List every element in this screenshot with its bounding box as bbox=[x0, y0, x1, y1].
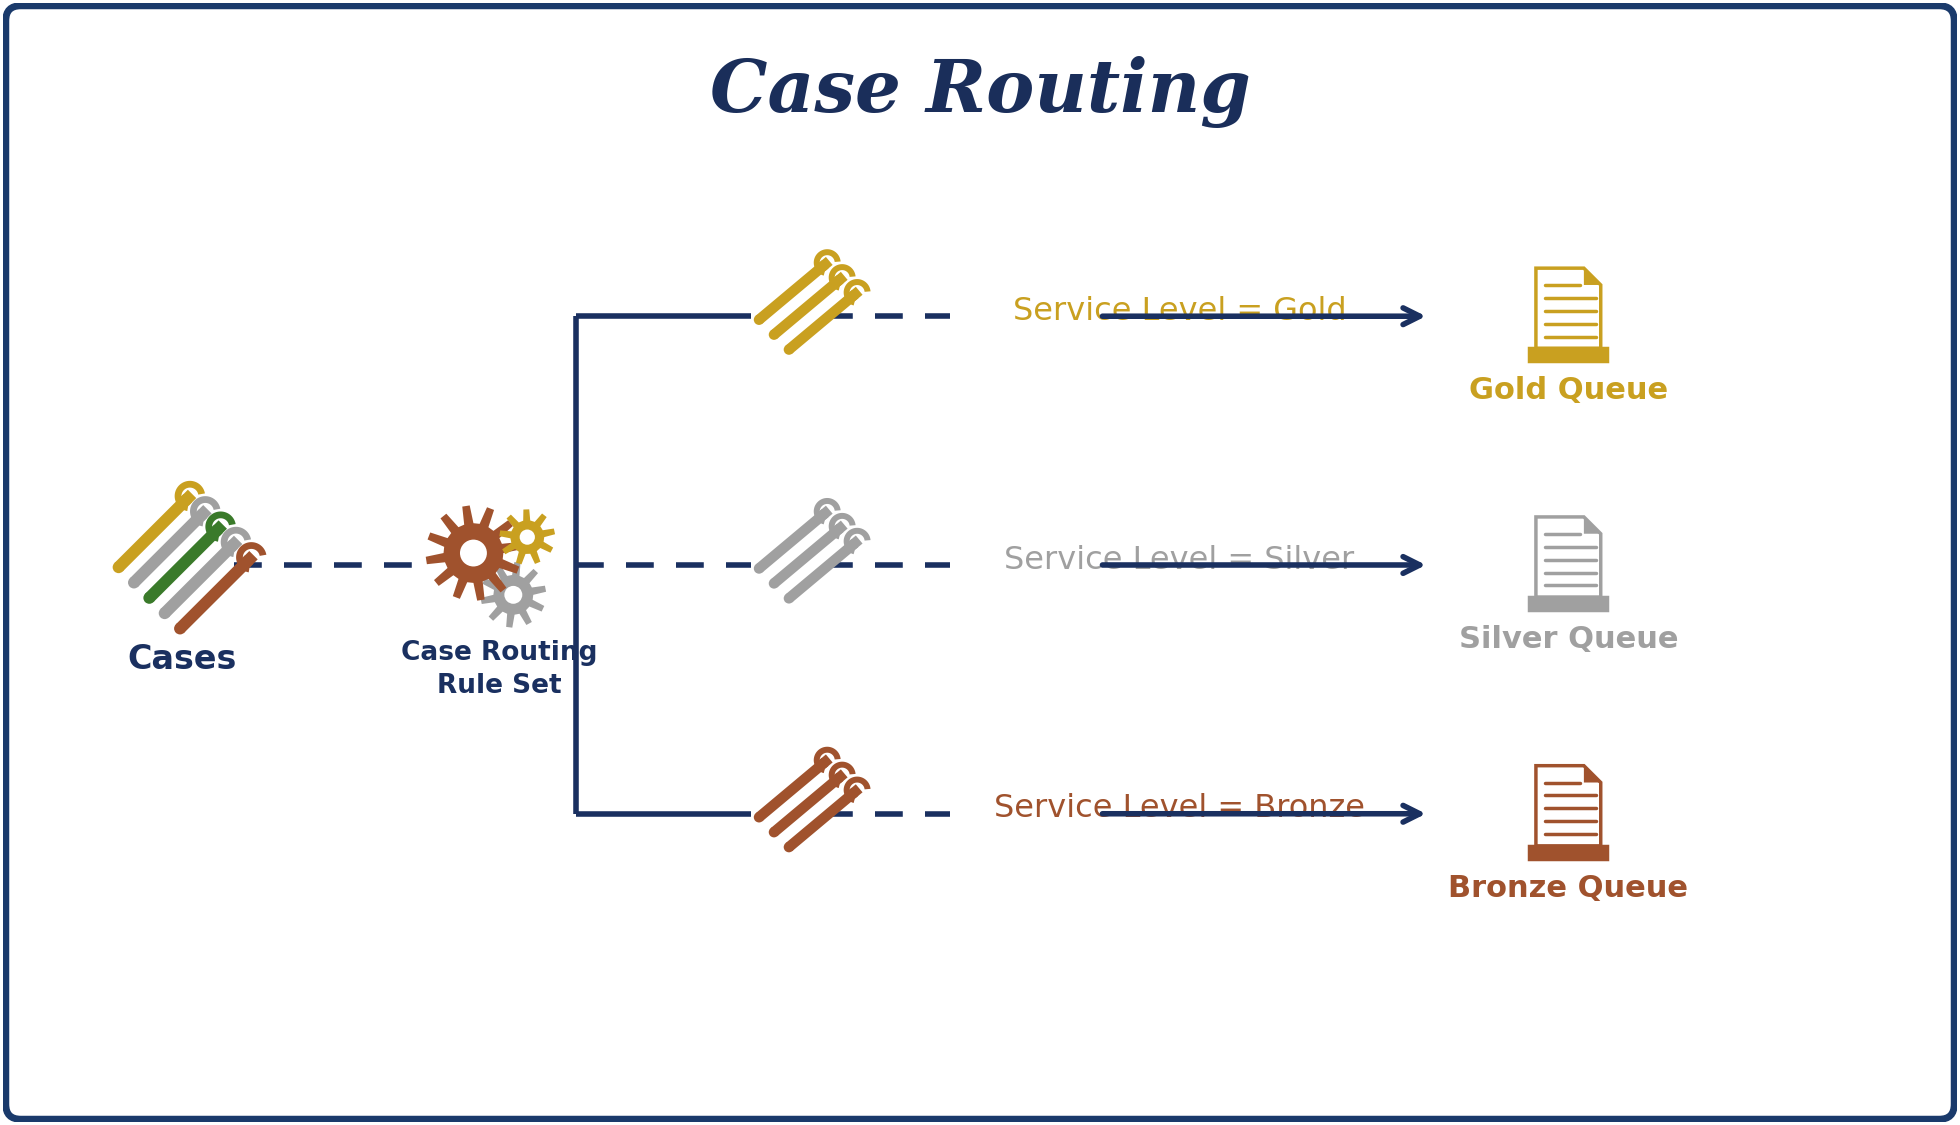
Polygon shape bbox=[190, 496, 220, 526]
Polygon shape bbox=[833, 521, 847, 534]
Text: Case Routing: Case Routing bbox=[710, 56, 1250, 128]
Polygon shape bbox=[196, 505, 212, 521]
Polygon shape bbox=[849, 784, 862, 799]
Polygon shape bbox=[757, 260, 829, 324]
Text: Service Level = Bronze: Service Level = Bronze bbox=[994, 793, 1364, 825]
Polygon shape bbox=[161, 540, 237, 618]
Circle shape bbox=[784, 842, 794, 853]
Text: Rule Set: Rule Set bbox=[437, 674, 563, 700]
Circle shape bbox=[755, 315, 764, 325]
Polygon shape bbox=[206, 512, 235, 542]
Circle shape bbox=[519, 530, 535, 544]
Polygon shape bbox=[1584, 268, 1601, 285]
Polygon shape bbox=[129, 510, 208, 587]
Circle shape bbox=[504, 586, 521, 604]
Text: Cases: Cases bbox=[127, 644, 237, 676]
Circle shape bbox=[112, 561, 125, 573]
Polygon shape bbox=[1584, 766, 1601, 783]
Polygon shape bbox=[1537, 516, 1601, 597]
Polygon shape bbox=[843, 528, 870, 555]
Circle shape bbox=[755, 812, 764, 822]
Polygon shape bbox=[227, 536, 243, 551]
Polygon shape bbox=[145, 524, 223, 602]
Polygon shape bbox=[212, 521, 227, 537]
Circle shape bbox=[784, 593, 794, 603]
Circle shape bbox=[768, 578, 780, 588]
Polygon shape bbox=[770, 524, 843, 587]
Polygon shape bbox=[241, 551, 257, 567]
Polygon shape bbox=[1537, 268, 1601, 349]
Circle shape bbox=[768, 330, 780, 340]
Polygon shape bbox=[819, 505, 833, 520]
Circle shape bbox=[755, 564, 764, 574]
Polygon shape bbox=[480, 562, 547, 628]
Polygon shape bbox=[829, 513, 857, 539]
Polygon shape bbox=[114, 494, 192, 572]
Polygon shape bbox=[770, 276, 843, 339]
Polygon shape bbox=[813, 498, 841, 524]
Circle shape bbox=[461, 540, 486, 567]
Polygon shape bbox=[180, 489, 196, 505]
Polygon shape bbox=[829, 762, 857, 789]
Polygon shape bbox=[500, 510, 555, 565]
Polygon shape bbox=[757, 510, 829, 573]
Polygon shape bbox=[174, 480, 206, 511]
Polygon shape bbox=[1537, 766, 1601, 846]
Polygon shape bbox=[770, 773, 843, 836]
Polygon shape bbox=[757, 758, 829, 821]
Circle shape bbox=[174, 622, 186, 634]
Polygon shape bbox=[786, 290, 858, 353]
Polygon shape bbox=[849, 287, 862, 300]
Polygon shape bbox=[221, 526, 251, 557]
Text: Bronze Queue: Bronze Queue bbox=[1448, 874, 1688, 903]
Polygon shape bbox=[425, 505, 521, 601]
Circle shape bbox=[768, 827, 780, 837]
FancyBboxPatch shape bbox=[6, 6, 1954, 1119]
Circle shape bbox=[143, 592, 155, 604]
Polygon shape bbox=[833, 770, 847, 783]
Polygon shape bbox=[849, 536, 862, 550]
Polygon shape bbox=[819, 755, 833, 768]
Text: Silver Queue: Silver Queue bbox=[1458, 626, 1678, 654]
Polygon shape bbox=[813, 747, 841, 773]
Text: Service Level = Gold: Service Level = Gold bbox=[1013, 296, 1347, 326]
Polygon shape bbox=[1584, 516, 1601, 533]
FancyBboxPatch shape bbox=[1529, 597, 1607, 610]
Polygon shape bbox=[843, 776, 870, 803]
Polygon shape bbox=[819, 256, 833, 271]
Text: Case Routing: Case Routing bbox=[402, 639, 598, 666]
FancyBboxPatch shape bbox=[1529, 846, 1607, 858]
Polygon shape bbox=[235, 542, 267, 573]
Text: Service Level = Silver: Service Level = Silver bbox=[1004, 544, 1354, 576]
Circle shape bbox=[159, 608, 171, 619]
Polygon shape bbox=[176, 556, 253, 632]
Polygon shape bbox=[813, 250, 841, 276]
FancyBboxPatch shape bbox=[1529, 349, 1607, 361]
Polygon shape bbox=[833, 272, 847, 286]
Polygon shape bbox=[786, 539, 858, 602]
Text: Gold Queue: Gold Queue bbox=[1468, 377, 1668, 405]
Polygon shape bbox=[829, 264, 857, 290]
Circle shape bbox=[784, 344, 794, 354]
Polygon shape bbox=[843, 279, 870, 306]
Circle shape bbox=[127, 577, 139, 588]
Polygon shape bbox=[786, 788, 858, 852]
